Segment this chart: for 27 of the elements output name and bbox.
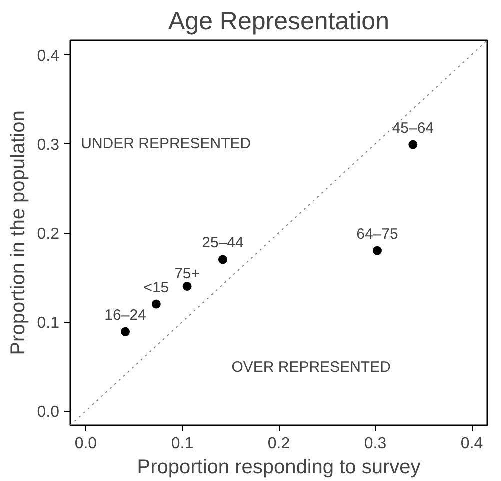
- point: [182, 282, 192, 291]
- point: [218, 255, 228, 264]
- point: [152, 300, 161, 309]
- annotation: 75+: [174, 265, 200, 282]
- annotation: 45–64: [392, 120, 434, 137]
- annotation: 16–24: [104, 306, 146, 324]
- y-tick-label: 0.2: [37, 226, 60, 243]
- annotation: 25–44: [202, 234, 244, 252]
- point: [121, 327, 130, 336]
- x-tick-label: 0.2: [268, 436, 290, 452]
- y-tick-label: 0.3: [37, 136, 60, 154]
- x-tick-label: 0.3: [364, 436, 387, 452]
- annotation: <15: [144, 279, 170, 296]
- point: [372, 246, 382, 256]
- y-tick-label: 0.4: [37, 48, 60, 65]
- y-tick-label: 0.0: [37, 404, 60, 422]
- x-tick-label: 0.0: [74, 436, 98, 452]
- y-axis-title: Proportion in the population: [7, 110, 30, 356]
- point: [408, 140, 418, 150]
- annotation: UNDER REPRESENTED: [81, 135, 252, 152]
- x-axis-title: Proportion responding to survey: [137, 456, 421, 478]
- chart-title: Age Representation: [168, 8, 390, 36]
- x-tick-label: 0.4: [460, 436, 484, 452]
- annotation: 64–75: [356, 226, 398, 243]
- y-tick-label: 0.1: [37, 315, 60, 332]
- x-tick-label: 0.1: [171, 436, 194, 452]
- annotation: OVER REPRESENTED: [232, 359, 392, 376]
